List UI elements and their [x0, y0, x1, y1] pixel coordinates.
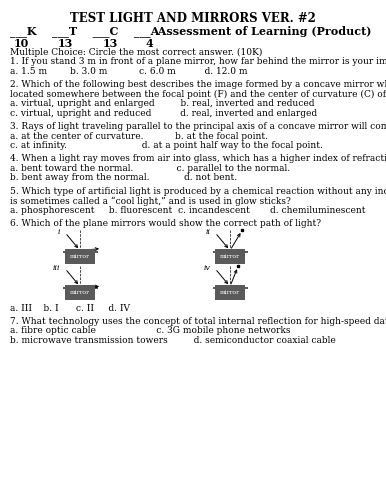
Text: Assessment of Learning (Product): Assessment of Learning (Product)	[150, 26, 371, 37]
Text: ___K    ___T    ___C    ___A: ___K ___T ___C ___A	[10, 26, 159, 37]
Text: Multiple Choice: Circle the most correct answer. (10K): Multiple Choice: Circle the most correct…	[10, 48, 262, 57]
Bar	[63, 250, 98, 253]
Text: TEST LIGHT AND MIRRORS VER. #2: TEST LIGHT AND MIRRORS VER. #2	[70, 12, 316, 25]
Text: b. microwave transmission towers         d. semiconductor coaxial cable: b. microwave transmission towers d. semi…	[10, 336, 336, 345]
Text: is sometimes called a “cool light,” and is used in glow sticks?: is sometimes called a “cool light,” and …	[10, 196, 291, 205]
Text: 13: 13	[58, 38, 73, 49]
Text: mirror: mirror	[70, 254, 90, 259]
Text: 4. When a light ray moves from air into glass, which has a higher index of refra: 4. When a light ray moves from air into …	[10, 154, 386, 164]
Bar	[213, 250, 247, 253]
Text: 2. Which of the following best describes the image formed by a concave mirror wh: 2. Which of the following best describes…	[10, 80, 386, 90]
Text: 4: 4	[145, 38, 153, 49]
Text: c. at infinity.                          d. at a point half way to the focal poi: c. at infinity. d. at a point half way t…	[10, 141, 323, 150]
Text: mirror: mirror	[220, 290, 240, 295]
Text: 10: 10	[14, 38, 29, 49]
Text: iii: iii	[53, 264, 61, 272]
Text: a. bent toward the normal.               c. parallel to the normal.: a. bent toward the normal. c. parallel t…	[10, 164, 290, 173]
Bar	[63, 286, 98, 289]
Text: a. III    b. I      c. II     d. IV: a. III b. I c. II d. IV	[10, 304, 130, 312]
Text: c. virtual, upright and reduced          d. real, inverted and enlarged: c. virtual, upright and reduced d. real,…	[10, 109, 317, 118]
Text: 6. Which of the plane mirrors would show the correct path of light?: 6. Which of the plane mirrors would show…	[10, 219, 321, 228]
Text: mirror: mirror	[220, 254, 240, 259]
Text: a. at the center of curvature.           b. at the focal point.: a. at the center of curvature. b. at the…	[10, 132, 268, 140]
Text: 7. What technology uses the concept of total internal reflection for high-speed : 7. What technology uses the concept of t…	[10, 317, 386, 326]
Text: a. fibre optic cable                     c. 3G mobile phone networks: a. fibre optic cable c. 3G mobile phone …	[10, 326, 291, 336]
Text: mirror: mirror	[70, 290, 90, 295]
Text: 1. If you stand 3 m in front of a plane mirror, how far behind the mirror is you: 1. If you stand 3 m in front of a plane …	[10, 58, 386, 66]
Text: a. virtual, upright and enlarged         b. real, inverted and reduced: a. virtual, upright and enlarged b. real…	[10, 100, 315, 108]
Text: b. bent away from the normal.            d. not bent.: b. bent away from the normal. d. not ben…	[10, 174, 237, 182]
Text: iv: iv	[204, 264, 210, 272]
Text: 13: 13	[103, 38, 119, 49]
Text: i: i	[58, 228, 61, 235]
Text: located somewhere between the focal point (F) and the center of curvature (C) of: located somewhere between the focal poin…	[10, 90, 386, 99]
Text: 5. Which type of artificial light is produced by a chemical reaction without any: 5. Which type of artificial light is pro…	[10, 186, 386, 196]
Text: a. phosphorescent     b. fluorescent  c. incandescent       d. chemiluminescent: a. phosphorescent b. fluorescent c. inca…	[10, 206, 366, 214]
Bar	[213, 286, 247, 289]
Text: 3. Rays of light traveling parallel to the principal axis of a concave mirror wi: 3. Rays of light traveling parallel to t…	[10, 122, 386, 131]
Text: ii: ii	[205, 228, 210, 235]
Text: a. 1.5 m        b. 3.0 m           c. 6.0 m          d. 12.0 m: a. 1.5 m b. 3.0 m c. 6.0 m d. 12.0 m	[10, 67, 247, 76]
